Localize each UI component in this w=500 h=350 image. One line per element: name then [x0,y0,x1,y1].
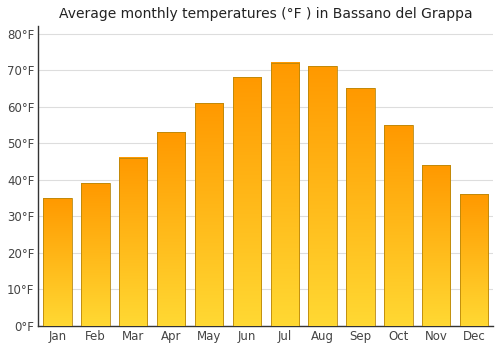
Bar [346,89,374,326]
Bar [308,66,337,326]
Bar [43,198,72,326]
Bar [422,165,450,326]
Bar [232,77,261,326]
Bar [194,103,223,326]
Bar [270,63,299,326]
Bar [81,183,110,326]
Bar [119,158,148,326]
Bar [384,125,412,326]
Bar [157,132,186,326]
Title: Average monthly temperatures (°F ) in Bassano del Grappa: Average monthly temperatures (°F ) in Ba… [59,7,472,21]
Bar [460,194,488,326]
